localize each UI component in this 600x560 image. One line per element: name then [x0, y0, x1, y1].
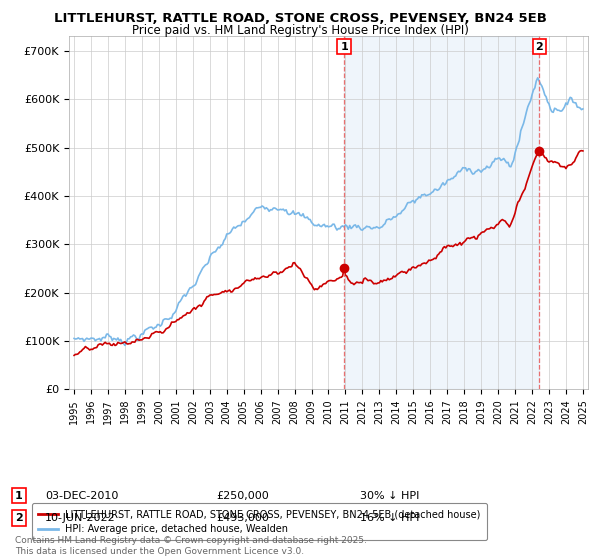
Text: 16% ↓ HPI: 16% ↓ HPI [360, 513, 419, 523]
Text: 10-JUN-2022: 10-JUN-2022 [45, 513, 116, 523]
Text: 1: 1 [15, 491, 23, 501]
Text: Contains HM Land Registry data © Crown copyright and database right 2025.
This d: Contains HM Land Registry data © Crown c… [15, 536, 367, 556]
Text: 30% ↓ HPI: 30% ↓ HPI [360, 491, 419, 501]
Text: £250,000: £250,000 [216, 491, 269, 501]
Text: 2: 2 [15, 513, 23, 523]
Text: 2: 2 [536, 41, 544, 52]
Bar [344, 36, 539, 389]
Text: 1: 1 [340, 41, 348, 52]
Text: Price paid vs. HM Land Registry's House Price Index (HPI): Price paid vs. HM Land Registry's House … [131, 24, 469, 37]
Text: 03-DEC-2010: 03-DEC-2010 [45, 491, 118, 501]
Text: £493,000: £493,000 [216, 513, 269, 523]
Text: LITTLEHURST, RATTLE ROAD, STONE CROSS, PEVENSEY, BN24 5EB: LITTLEHURST, RATTLE ROAD, STONE CROSS, P… [53, 12, 547, 25]
Legend: LITTLEHURST, RATTLE ROAD, STONE CROSS, PEVENSEY, BN24 5EB (detached house), HPI:: LITTLEHURST, RATTLE ROAD, STONE CROSS, P… [32, 503, 487, 540]
